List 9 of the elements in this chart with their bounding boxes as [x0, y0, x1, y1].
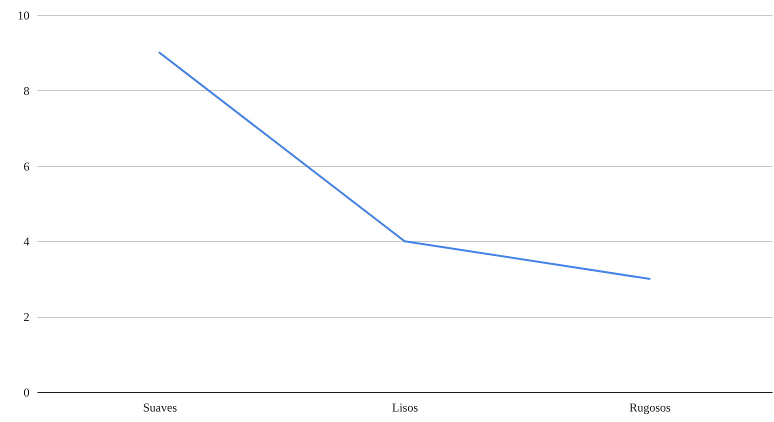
y-tick-label: 6: [24, 159, 30, 174]
y-tick-label: 4: [24, 234, 30, 249]
y-tick-label: 0: [24, 386, 30, 400]
y-tick-label: 2: [24, 310, 30, 324]
y-tick-label: 8: [24, 84, 30, 98]
x-tick-label: Lisos: [392, 400, 418, 414]
x-tick-label: Suaves: [143, 400, 178, 414]
y-tick-label: 10: [18, 8, 30, 22]
x-tick-label: Rugosos: [629, 400, 671, 414]
